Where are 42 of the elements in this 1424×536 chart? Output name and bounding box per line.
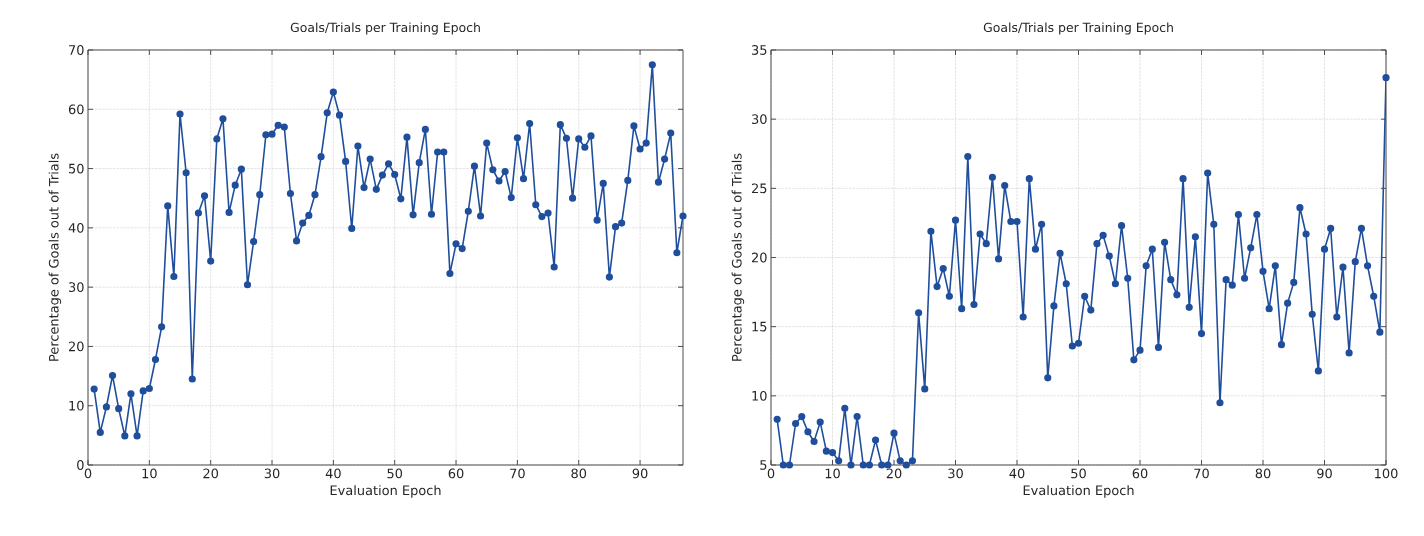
x-tick-label: 60 [1132,468,1148,479]
chart-title: Goals/Trials per Training Epoch [290,22,480,35]
y-tick-label: 20 [68,341,84,352]
x-tick-label: 70 [1194,468,1209,479]
x-tick-label: 10 [825,468,840,479]
x-tick-label: 90 [1317,468,1332,479]
x-tick-label: 70 [510,468,525,479]
x-tick-label: 50 [387,468,403,479]
x-tick-label: 40 [1009,468,1025,479]
x-tick-label: 30 [948,468,963,479]
y-tick-label: 0 [77,460,84,470]
y-tick-label: 20 [751,252,767,263]
x-tick-label: 80 [1255,468,1271,479]
y-tick-label: 30 [751,114,767,125]
y-tick-label: 70 [69,45,84,55]
y-axis-title: Percentage of Goals out of Trials [731,153,745,361]
y-tick-label: 35 [751,45,767,55]
x-tick-label: 20 [203,468,219,479]
y-tick-label: 60 [68,104,84,115]
x-tick-label: 0 [84,468,92,479]
x-tick-label: 40 [325,468,341,479]
y-tick-label: 10 [752,390,767,401]
x-tick-label: 100 [1375,468,1398,479]
x-axis-title: Evaluation Epoch [330,485,441,498]
chart-title: Goals/Trials per Training Epoch [983,22,1173,35]
y-tick-label: 30 [68,282,84,293]
y-tick-label: 15 [752,321,767,332]
y-tick-label: 10 [69,400,84,411]
x-tick-label: 20 [886,468,902,479]
y-axis-title: Percentage of Goals out of Trials [48,153,62,361]
x-tick-label: 30 [264,468,280,479]
y-tick-label: 40 [68,222,84,233]
y-tick-label: 50 [69,163,84,174]
x-tick-label: 60 [448,468,464,479]
y-tick-label: 5 [760,460,767,470]
x-tick-label: 50 [1071,468,1086,479]
x-tick-label: 90 [632,468,648,479]
x-tick-label: 0 [767,468,775,479]
x-tick-label: 10 [142,468,157,479]
y-tick-label: 25 [751,183,767,194]
x-axis-title: Evaluation Epoch [1023,485,1134,498]
x-tick-label: 80 [571,468,587,479]
